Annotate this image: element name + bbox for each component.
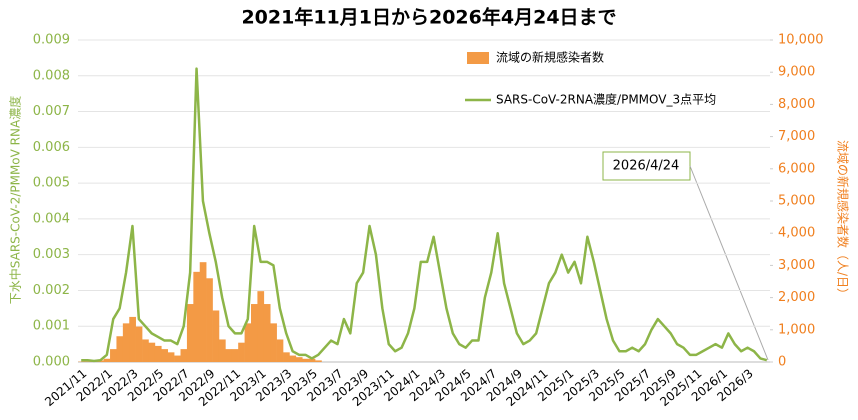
y2-tick-label: 10,000 — [778, 33, 824, 48]
bar — [289, 355, 297, 362]
bar — [116, 336, 124, 362]
bar — [315, 360, 322, 362]
bar — [244, 323, 252, 362]
y2-tick-label: 1,000 — [778, 322, 815, 337]
bar — [251, 304, 258, 362]
y2-axis-title: 流域の新規感染者数（人/日） — [836, 140, 851, 300]
bar — [154, 345, 162, 362]
y2-tick-label: 2,000 — [778, 290, 815, 305]
bar — [174, 355, 181, 362]
bar — [110, 349, 117, 362]
bar — [142, 339, 149, 362]
y-tick-label: 0.002 — [33, 283, 70, 298]
y-tick-label: 0.001 — [33, 319, 70, 334]
chart-title: 2021年11月1日から2026年4月24日まで — [241, 6, 616, 29]
y-tick-label: 0.004 — [33, 211, 70, 226]
annotation-box — [602, 151, 691, 181]
bar — [283, 352, 290, 362]
y-tick-label: 0.009 — [33, 33, 70, 48]
bar — [122, 323, 130, 362]
y-tick-label: 0.008 — [33, 68, 70, 83]
y-tick-label: 0.000 — [33, 355, 70, 370]
annotation-leader — [689, 165, 769, 361]
bar — [148, 342, 156, 362]
bar — [129, 316, 136, 362]
y2-tick-label: 5,000 — [778, 194, 815, 209]
y-tick-label: 0.005 — [33, 176, 70, 191]
bar — [263, 304, 271, 362]
bar — [276, 339, 284, 362]
bar — [186, 304, 194, 362]
bar — [161, 349, 169, 362]
bar — [218, 339, 226, 362]
y2-tick-label: 4,000 — [778, 226, 815, 241]
y2-tick-label: 8,000 — [778, 97, 815, 112]
bar — [295, 357, 303, 362]
bar — [206, 278, 213, 362]
bar — [231, 349, 239, 362]
bar — [167, 352, 175, 362]
legend-swatch — [467, 52, 489, 64]
y2-tick-label: 7,000 — [778, 129, 815, 144]
bar — [193, 271, 201, 362]
bar — [257, 291, 265, 362]
y2-tick-label: 9,000 — [778, 65, 815, 80]
y2-tick-label: 6,000 — [778, 161, 815, 176]
bar — [302, 358, 309, 362]
legend-label: 流域の新規感染者数 — [496, 50, 604, 65]
bar — [270, 323, 277, 362]
y-tick-label: 0.003 — [33, 247, 70, 262]
y2-tick-label: 3,000 — [778, 258, 815, 273]
bar — [308, 358, 316, 362]
bar — [103, 358, 111, 362]
bar — [212, 310, 220, 362]
y-axis-title: 下水中SARS-CoV-2/PMMoV RNA濃度 — [8, 96, 23, 304]
line — [81, 67, 768, 363]
y2-tick-label: 0 — [778, 355, 786, 370]
y-tick-label: 0.007 — [33, 104, 70, 119]
bar — [238, 342, 245, 362]
bar — [135, 326, 143, 362]
bar — [199, 262, 207, 362]
annotation: 2026/4/24 — [613, 159, 680, 174]
bar — [180, 349, 188, 362]
legend-label: SARS-CoV-2RNA濃度/PMMOV_3点平均 — [496, 92, 716, 107]
y-tick-label: 0.006 — [33, 140, 70, 155]
bar — [225, 349, 233, 362]
